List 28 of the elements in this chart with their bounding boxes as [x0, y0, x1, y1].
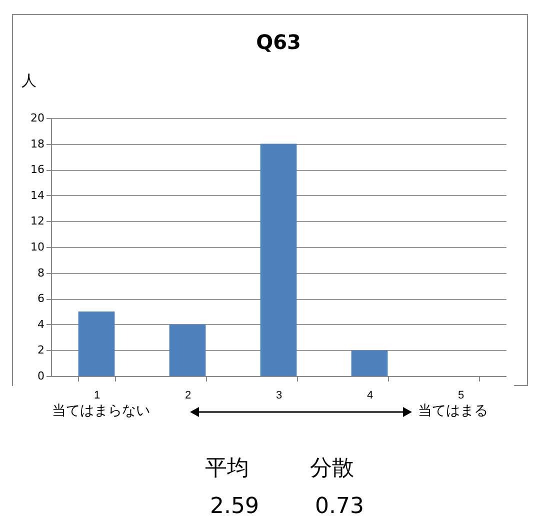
y-tick-label: 14 — [30, 188, 44, 202]
text: 0.73 — [315, 494, 364, 519]
y-tick-label: 4 — [38, 318, 44, 331]
y-tick-label: 18 — [30, 137, 44, 150]
text: 当てはまらない — [52, 402, 150, 420]
x-tick-label: 1 — [94, 390, 100, 402]
x-tick-label: 4 — [366, 390, 374, 402]
y-tick-label: 10 — [30, 240, 44, 254]
bar — [351, 350, 388, 376]
x-tick-label: 2 — [184, 390, 192, 402]
y-tick-label: 0 — [38, 370, 44, 382]
bar — [78, 312, 115, 376]
y-tick-label: 8 — [38, 266, 44, 280]
bar — [169, 324, 206, 376]
text: 分散 — [310, 455, 354, 483]
y-tick-label: 2 — [38, 344, 44, 357]
chart-title: Q63 — [256, 30, 301, 54]
bar — [260, 144, 297, 376]
y-tick-label: 20 — [30, 112, 44, 124]
text: 当てはまる — [418, 402, 488, 420]
y-axis-title: 人 — [22, 72, 36, 90]
y-tick-label: 16 — [30, 163, 44, 176]
x-tick-label: 3 — [276, 390, 282, 402]
text: 平均 — [205, 455, 249, 483]
text: 2.59 — [210, 494, 259, 519]
x-tick-label: 5 — [458, 390, 464, 402]
y-tick-label: 12 — [30, 214, 44, 228]
y-tick-label: 6 — [38, 292, 44, 306]
